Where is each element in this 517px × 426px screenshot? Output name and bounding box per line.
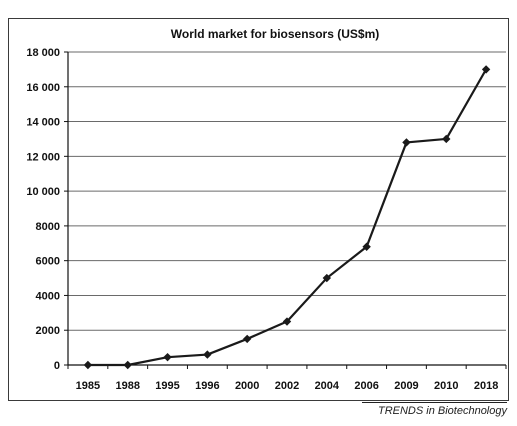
y-tick-label: 2000 bbox=[36, 325, 60, 337]
x-tick-label: 1988 bbox=[115, 380, 139, 392]
data-point bbox=[322, 273, 332, 283]
data-point bbox=[402, 138, 411, 147]
x-tick-label: 1995 bbox=[155, 380, 179, 392]
data-point bbox=[163, 352, 172, 362]
data-point bbox=[282, 317, 292, 326]
data-point bbox=[481, 65, 491, 74]
x-tick-label: 1996 bbox=[195, 380, 219, 392]
chart-title: World market for biosensors (US$m) bbox=[171, 27, 380, 41]
data-point bbox=[242, 334, 252, 344]
data-point bbox=[83, 360, 93, 370]
x-tick-label: 2002 bbox=[275, 380, 299, 392]
x-tick-label: 1985 bbox=[76, 380, 100, 392]
source-label: TRENDS in Biotechnology bbox=[377, 405, 507, 417]
y-tick-label: 18 000 bbox=[26, 47, 60, 59]
data-point bbox=[442, 134, 451, 144]
y-tick-label: 4000 bbox=[36, 290, 60, 302]
y-tick-label: 14 000 bbox=[26, 117, 60, 129]
y-tick-label: 8000 bbox=[36, 221, 60, 233]
x-tick-label: 2004 bbox=[315, 380, 340, 392]
x-tick-label: 2009 bbox=[394, 380, 418, 392]
y-tick-label: 12 000 bbox=[26, 151, 60, 163]
x-tick-label: 2010 bbox=[434, 380, 458, 392]
x-tick-label: 2018 bbox=[474, 380, 498, 392]
source-rule bbox=[362, 402, 507, 403]
y-tick-label: 6000 bbox=[36, 256, 60, 268]
y-tick-label: 10 000 bbox=[26, 186, 60, 198]
x-tick-label: 2000 bbox=[235, 380, 259, 392]
x-tick-label: 2006 bbox=[354, 380, 378, 392]
y-tick-label: 16 000 bbox=[26, 82, 60, 94]
y-tick-label: 0 bbox=[54, 360, 60, 372]
data-point bbox=[123, 360, 132, 370]
data-point bbox=[362, 242, 371, 251]
data-point bbox=[203, 350, 212, 359]
chart-frame bbox=[8, 18, 509, 401]
